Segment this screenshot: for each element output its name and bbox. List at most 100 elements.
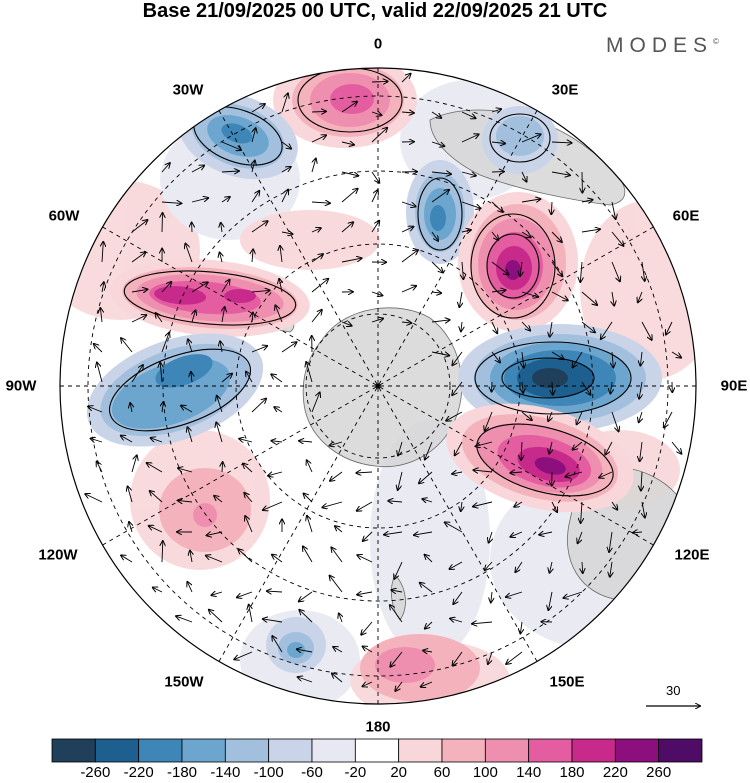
wind-vector — [121, 436, 133, 443]
wind-vector — [121, 338, 133, 353]
wind-vector — [515, 561, 523, 572]
map-title: Base 21/09/2025 00 UTC, valid 22/09/2025… — [142, 0, 608, 22]
wind-vector — [161, 202, 181, 203]
wind-vector — [611, 231, 623, 246]
wind-vector — [425, 555, 433, 563]
wind-vector — [521, 199, 540, 202]
wind-vector — [485, 561, 493, 570]
wind-vector — [551, 501, 557, 512]
wind-vector — [390, 605, 403, 623]
wind-vector — [311, 228, 321, 232]
wind-vector — [640, 351, 642, 366]
wind-vector — [160, 363, 162, 383]
wind-vector — [271, 374, 283, 383]
modes-logo-text: MODES — [606, 34, 714, 57]
wind-vector — [306, 362, 313, 383]
wind-vector — [473, 501, 493, 507]
wind-vector — [431, 172, 451, 174]
wind-vector — [611, 261, 620, 281]
wind-vector — [459, 291, 462, 307]
wind-vector — [461, 321, 462, 331]
wind-vector — [178, 468, 193, 473]
wind-vector — [371, 81, 388, 82]
wind-vector — [639, 381, 642, 399]
wind-vector — [251, 191, 259, 203]
wind-vector — [221, 280, 230, 293]
wind-vector — [161, 282, 171, 293]
wind-vector — [521, 231, 531, 237]
wind-vector — [341, 322, 352, 326]
wind-vector — [330, 442, 343, 446]
wind-vector — [252, 128, 256, 143]
colorbar-cell — [484, 738, 530, 763]
colorbar-tick-label: -100 — [253, 764, 284, 781]
wind-vector — [249, 605, 252, 623]
wind-vector — [474, 470, 493, 472]
wind-vector — [551, 261, 562, 276]
anomaly-pos-170e — [360, 634, 480, 702]
wind-vector — [191, 166, 204, 173]
wind-vector — [161, 163, 170, 173]
wind-vector — [263, 619, 283, 622]
wind-vector — [641, 321, 652, 340]
wind-vector — [521, 134, 541, 143]
wind-vector — [188, 339, 193, 353]
wind-vector — [341, 258, 362, 263]
wind-vector — [550, 321, 552, 337]
wind-vector — [398, 441, 403, 455]
wind-vector — [384, 532, 403, 535]
colorbar-tick-label: -180 — [166, 764, 198, 781]
wind-vector — [522, 351, 524, 368]
antarctica — [302, 307, 463, 468]
lon-label-120e: 120E — [674, 546, 710, 564]
wind-vector — [151, 438, 163, 443]
wind-vector — [341, 222, 353, 233]
wind-vector — [601, 321, 613, 339]
wind-vector — [311, 393, 320, 413]
colorbar-tick-label: -20 — [344, 764, 367, 781]
colorbar-tick-label: -220 — [123, 764, 154, 781]
colorbar-cell — [398, 738, 443, 763]
wind-vector — [357, 501, 373, 511]
wind-vector — [520, 261, 522, 276]
wind-vector — [251, 290, 270, 292]
colorbar-tick-label: 60 — [433, 764, 451, 781]
wind-vector — [642, 261, 645, 281]
wind-vector — [131, 289, 147, 292]
wind-vector — [394, 561, 403, 579]
wind-vector — [582, 561, 583, 573]
colorbar-tick-label: 20 — [390, 764, 407, 781]
wind-vector — [251, 104, 265, 113]
wind-vector — [279, 279, 282, 293]
wind-vector — [220, 253, 222, 263]
wind-vector — [445, 522, 463, 533]
wind-vector — [312, 159, 316, 173]
wind-vector — [521, 411, 532, 420]
wind-vector — [425, 441, 433, 459]
wind-vector — [521, 171, 527, 182]
wind-vector — [217, 396, 223, 413]
wind-vector — [461, 172, 476, 176]
wind-vector — [214, 496, 223, 503]
wind-vector — [453, 591, 463, 604]
lon-label-0: 0 — [373, 35, 383, 53]
lon-label-60e: 60E — [672, 207, 700, 225]
wind-vector — [578, 531, 583, 543]
wind-vector — [491, 231, 498, 240]
wind-vector — [281, 141, 291, 149]
colorbar-cell — [51, 738, 96, 763]
wind-vector — [461, 230, 471, 232]
colorbar-cell — [614, 738, 660, 763]
wind-vector — [431, 141, 444, 146]
wind-vector — [176, 616, 193, 623]
wind-vector — [280, 246, 282, 263]
wind-vector — [252, 249, 253, 263]
wind-vector — [521, 291, 538, 297]
wind-vector — [371, 319, 383, 323]
wind-vector — [491, 290, 506, 292]
wind-vector — [274, 407, 283, 413]
wind-vector — [401, 322, 411, 323]
wind-vector — [452, 472, 463, 474]
wind-vector — [97, 363, 103, 383]
wind-vector — [267, 591, 283, 592]
